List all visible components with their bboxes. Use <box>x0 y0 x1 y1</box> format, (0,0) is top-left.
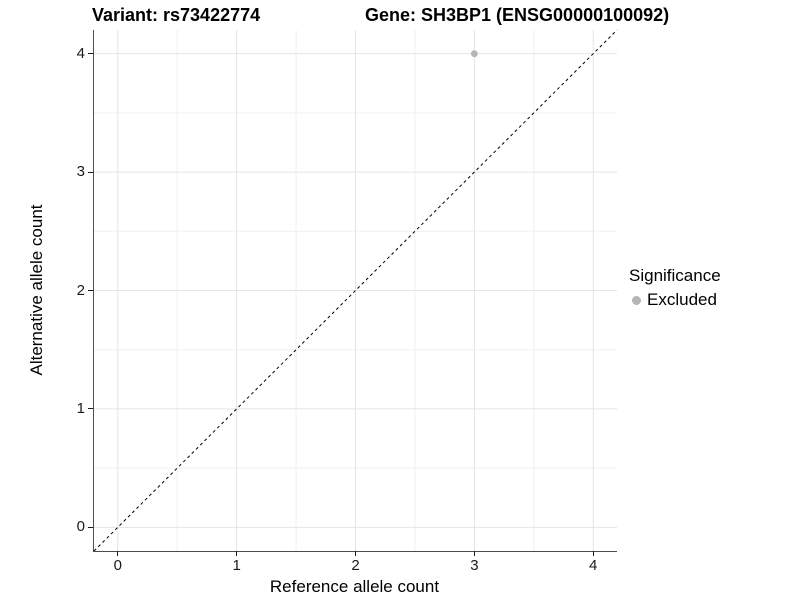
plot-panel: 0 1 2 3 4 0 1 2 3 4 <box>77 29 618 574</box>
x-tick-label: 0 <box>113 557 122 574</box>
x-tick-label: 1 <box>232 557 241 574</box>
x-tick-label: 2 <box>351 557 360 574</box>
legend: Significance Excluded <box>629 266 721 310</box>
y-tick-mark <box>88 171 93 173</box>
x-tick-label: 3 <box>470 557 479 574</box>
y-tick-label: 4 <box>76 44 85 62</box>
y-tick-mark <box>88 53 93 55</box>
legend-items: Excluded <box>629 290 721 310</box>
legend-item-label: Excluded <box>647 290 717 309</box>
plot-canvas <box>93 29 618 552</box>
data-point <box>470 50 478 58</box>
chart-title-variant: Variant: rs73422774 <box>92 5 261 25</box>
y-tick-label: 0 <box>76 518 85 536</box>
y-tick-label: 3 <box>76 163 85 181</box>
y-tick-mark <box>88 526 93 528</box>
chart-title-gene: Gene: SH3BP1 (ENSG00000100092) <box>365 5 670 25</box>
x-tick-mark <box>236 551 238 556</box>
legend-title: Significance <box>629 266 721 285</box>
x-axis-title: Reference allele count <box>269 577 440 596</box>
y-tick-label: 1 <box>76 399 85 417</box>
x-tick-label: 4 <box>589 557 598 574</box>
y-tick-label: 2 <box>76 281 85 299</box>
x-tick-mark <box>592 551 594 556</box>
y-tick-mark <box>88 290 93 291</box>
y-axis-title: Alternative allele count <box>27 204 46 376</box>
x-tick-mark <box>355 551 356 556</box>
legend-item-excluded: Excluded <box>629 290 721 310</box>
legend-marker-circle-icon <box>632 295 641 305</box>
x-tick-mark <box>473 551 475 556</box>
x-tick-mark <box>117 551 119 556</box>
y-tick-mark <box>88 408 93 410</box>
